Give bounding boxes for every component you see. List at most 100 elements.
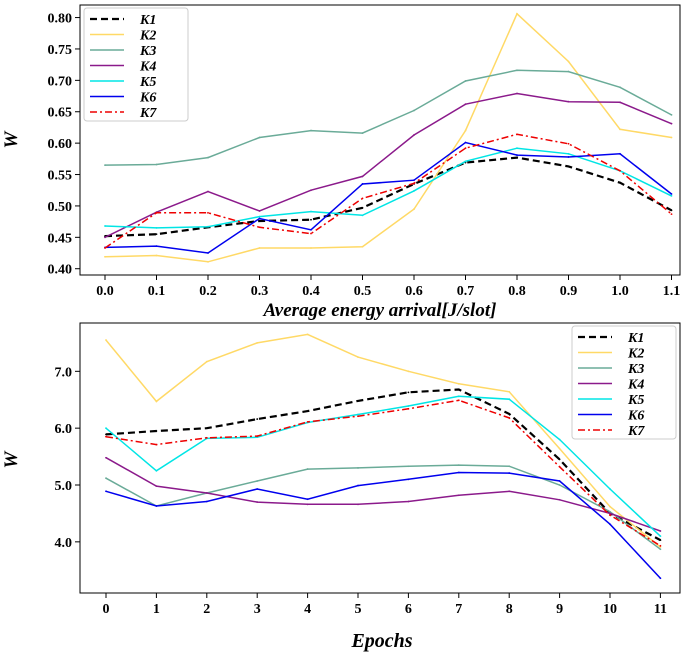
- data-point-k3: [357, 467, 359, 469]
- series-line-k2: [105, 333, 661, 548]
- x-tick-label: 6: [405, 602, 412, 617]
- data-point-k2: [508, 390, 511, 393]
- data-point-k6: [659, 577, 662, 580]
- data-point-k2: [464, 129, 467, 132]
- series-lines: [105, 333, 662, 580]
- data-point-k2: [457, 382, 460, 385]
- data-point-k7: [619, 169, 621, 172]
- chart-epochs: 4.0 5.0 6.0 7.0 0 1 2 3 4 5 6 7 8 9 10 11 Epochs W K1K2…: [1, 322, 681, 652]
- data-point-k5: [155, 469, 158, 472]
- data-point-k7: [155, 443, 158, 446]
- y-axis-label: W: [1, 130, 22, 148]
- x-tick-label: 0.0: [96, 284, 114, 299]
- data-point-k7: [310, 232, 312, 235]
- y-tick-label: 0.60: [48, 137, 73, 152]
- data-point-k2: [104, 255, 106, 258]
- data-point-k2: [105, 339, 107, 341]
- data-point-k3: [105, 477, 107, 480]
- legend-label-k4: K4: [627, 378, 644, 393]
- data-point-k7: [457, 399, 460, 402]
- data-point-k6: [207, 252, 209, 254]
- data-point-k7: [464, 147, 467, 150]
- series-line-k4: [104, 92, 672, 238]
- x-axis-label: Average energy arrival[J/slot]: [263, 300, 497, 321]
- data-point-k3: [256, 480, 259, 482]
- data-point-k6: [205, 500, 208, 503]
- series-line-k7: [104, 133, 672, 249]
- data-point-k4: [361, 175, 364, 178]
- x-axis-label: Epochs: [350, 630, 412, 652]
- data-point-k3: [609, 510, 611, 513]
- data-point-k5: [207, 225, 209, 228]
- y-tick-label: 0.70: [48, 74, 73, 89]
- data-point-k3: [659, 548, 662, 551]
- data-point-k5: [457, 395, 460, 398]
- x-tick-label: 0.1: [148, 284, 166, 299]
- data-point-k2: [256, 341, 259, 344]
- data-point-k1: [457, 388, 460, 391]
- data-point-k7: [155, 211, 158, 214]
- legend-label-k2: K2: [627, 347, 644, 362]
- data-point-k1: [567, 165, 570, 168]
- data-point-k1: [361, 206, 364, 209]
- data-point-k6: [558, 480, 561, 482]
- data-point-k7: [567, 142, 570, 145]
- data-point-k5: [413, 189, 415, 192]
- data-point-k3: [155, 163, 158, 166]
- data-point-k7: [205, 436, 208, 439]
- y-tick-label: 0.55: [48, 169, 73, 184]
- data-point-k2: [205, 360, 208, 363]
- data-point-k3: [104, 164, 106, 167]
- legend-frame: [83, 7, 189, 122]
- data-point-k5: [508, 398, 511, 401]
- data-point-k2: [306, 333, 309, 336]
- data-point-k3: [310, 129, 312, 132]
- data-point-k4: [310, 189, 312, 192]
- legend-label-k5: K5: [627, 393, 644, 408]
- data-point-k7: [508, 417, 511, 419]
- data-point-k4: [357, 503, 359, 506]
- data-point-k5: [464, 160, 467, 163]
- y-tick-label: 6.0: [55, 422, 73, 437]
- data-point-k6: [619, 152, 621, 155]
- x-tick-label: 4: [304, 602, 311, 617]
- data-point-k7: [413, 182, 415, 185]
- data-point-k3: [464, 80, 467, 82]
- data-point-k4: [207, 190, 209, 193]
- legend-label-k6: K6: [627, 409, 644, 424]
- data-point-k2: [558, 447, 561, 450]
- x-tick-label: 0.3: [251, 284, 269, 299]
- data-point-k2: [310, 247, 312, 249]
- data-point-k7: [609, 514, 611, 517]
- data-point-k1: [258, 220, 261, 222]
- chart-energy-arrival: 0.40 0.45 0.50 0.55 0.60 0.65 0.70 0.75 0.80 0.0 0…: [1, 4, 681, 321]
- y-tick-label: 5.0: [55, 479, 73, 494]
- data-point-k2: [670, 136, 673, 139]
- data-point-k2: [357, 356, 359, 359]
- data-point-k6: [670, 193, 673, 195]
- series-line-k6: [104, 141, 672, 254]
- data-point-k3: [207, 156, 209, 159]
- data-point-k1: [516, 156, 518, 159]
- data-point-k4: [413, 134, 415, 136]
- x-tick-label: 0.2: [199, 284, 217, 299]
- legend-label-k3: K3: [139, 44, 156, 59]
- y-tick-label: 4.0: [55, 536, 73, 551]
- data-point-k4: [457, 494, 460, 497]
- data-point-k4: [464, 103, 467, 106]
- data-point-k7: [407, 407, 410, 410]
- data-point-k4: [205, 492, 208, 494]
- data-point-k7: [558, 465, 561, 468]
- series-line-k1: [105, 388, 661, 542]
- x-tick-label: 8: [506, 602, 513, 617]
- series-line-k7: [105, 399, 661, 547]
- data-point-k6: [357, 484, 359, 487]
- x-tick-label: 10: [603, 602, 617, 617]
- data-point-k5: [516, 147, 518, 150]
- x-tick-label: 9: [556, 602, 563, 617]
- data-point-k7: [104, 247, 106, 249]
- data-point-k5: [357, 413, 359, 416]
- data-point-k1: [407, 391, 410, 394]
- data-point-k4: [104, 236, 106, 239]
